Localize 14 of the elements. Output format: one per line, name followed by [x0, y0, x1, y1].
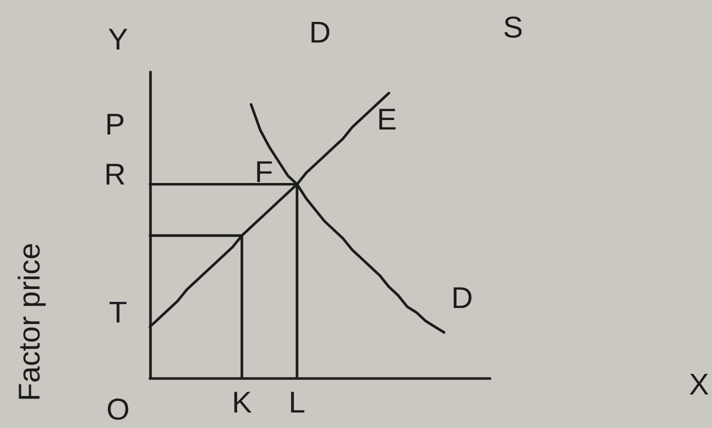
- text: T: [108, 296, 128, 330]
- series-label: E: [376, 104, 397, 137]
- y-axis-title: Factor price: [14, 242, 46, 402]
- x-tick-label: L: [288, 386, 306, 420]
- x-tick-label: K: [232, 386, 252, 420]
- text: R: [104, 158, 126, 192]
- text: D: [309, 16, 331, 50]
- text: O: [106, 394, 130, 426]
- series-label: D: [451, 282, 473, 315]
- annotation: F: [254, 156, 274, 189]
- text: X: [688, 368, 710, 402]
- text: P: [104, 108, 126, 142]
- text: S: [502, 12, 524, 44]
- text: Y: [108, 24, 128, 56]
